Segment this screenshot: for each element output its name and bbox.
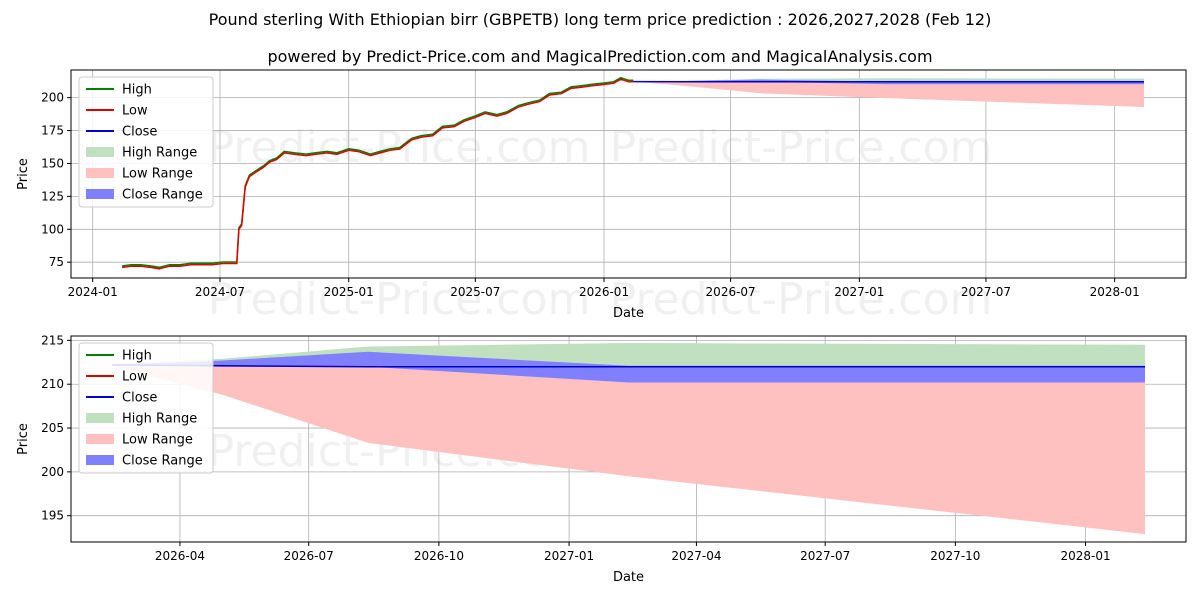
legend-swatch-patch (86, 168, 114, 178)
legend-label: High Range (122, 146, 197, 161)
legend-label: High Range (122, 412, 197, 427)
plot-area (121, 76, 1144, 270)
x-tick-label: 2027-01 (834, 285, 884, 299)
x-tick-label: 2028-01 (1090, 285, 1140, 299)
x-tick-label: 2026-07 (706, 285, 756, 299)
x-tick-label: 2027-07 (961, 285, 1011, 299)
x-tick-label: 2027-04 (671, 549, 721, 563)
legend-label: Close Range (122, 188, 203, 203)
low-range-band (112, 364, 1145, 535)
chart-subtitle: powered by Predict-Price.com and Magical… (267, 47, 932, 66)
legend-label: Close (122, 125, 157, 140)
forecast-panel: Predict-Price.comPredict-Price.com2026-0… (16, 333, 1187, 585)
y-tick-label: 150 (41, 156, 64, 170)
legend-label: Low (122, 370, 148, 385)
x-tick-label: 2027-01 (544, 549, 594, 563)
low-series-line (121, 78, 634, 270)
legend: High Low Close High Range Low Range Close Ran… (78, 76, 214, 208)
legend-label: Low (122, 104, 148, 119)
x-tick-label: 2026-07 (284, 549, 334, 563)
y-tick-label: 100 (41, 222, 64, 236)
y-tick-label: 210 (41, 377, 64, 391)
y-tick-label: 175 (41, 124, 64, 138)
legend-label: Close (122, 391, 157, 406)
y-tick-label: 200 (41, 465, 64, 479)
x-axis-label: Date (613, 570, 644, 585)
y-tick-label: 205 (41, 421, 64, 435)
legend-label: High (122, 83, 152, 98)
legend-label: Close Range (122, 454, 203, 469)
watermark-text: Predict-Price.com (208, 274, 591, 325)
history-panel: Predict-Price.com Predict-Price.com Predic… (16, 69, 1187, 325)
low-range-band (633, 81, 1144, 107)
legend-swatch-patch (86, 189, 114, 199)
y-tick-label: 200 (41, 91, 64, 105)
x-tick-label: 2026-10 (414, 549, 464, 563)
plot-frame (70, 69, 1187, 279)
y-axis-label: Price (16, 423, 31, 455)
x-tick-label: 2026-01 (579, 285, 629, 299)
y-tick-label: 75 (49, 255, 64, 269)
legend-swatch-patch (86, 434, 114, 444)
legend-label: Low Range (122, 167, 193, 182)
x-tick-label: 2027-10 (930, 549, 980, 563)
x-tick-label: 2026-04 (155, 549, 205, 563)
plot-frame (70, 335, 1187, 543)
legend-swatch-patch (86, 455, 114, 465)
x-tick-label: 2025-07 (450, 285, 500, 299)
y-tick-label: 125 (41, 189, 64, 203)
y-tick-label: 215 (41, 333, 64, 347)
legend-label: High (122, 349, 152, 364)
legend-swatch-patch (86, 147, 114, 157)
x-tick-label: 2024-07 (195, 285, 245, 299)
legend-swatch-patch (86, 413, 114, 423)
y-tick-label: 195 (41, 509, 64, 523)
x-tick-label: 2028-01 (1060, 549, 1110, 563)
legend-label: Low Range (122, 433, 193, 448)
x-tick-label: 2024-01 (68, 285, 118, 299)
x-tick-label: 2025-01 (324, 285, 374, 299)
x-tick-label: 2027-07 (800, 549, 850, 563)
plot-area (111, 343, 1145, 535)
high-series-line (121, 76, 634, 269)
watermark-text: Predict-Price.com (610, 274, 993, 325)
y-axis-label: Price (16, 158, 31, 190)
x-axis-label: Date (613, 306, 644, 321)
watermark-text: Predict-Price.com (610, 122, 993, 173)
legend: High Low Close High Range Low Range Close Ran… (78, 342, 214, 474)
chart-title: Pound sterling With Ethiopian birr (GBPE… (209, 10, 992, 29)
